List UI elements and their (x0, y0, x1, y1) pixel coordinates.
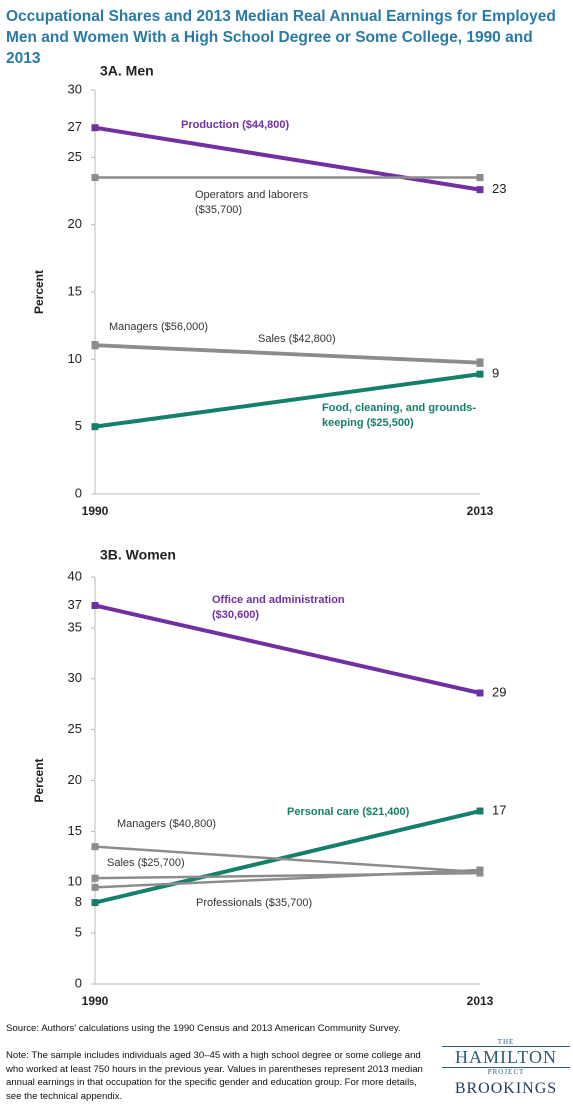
value-label: 27 (68, 119, 82, 134)
value-label: 17 (492, 802, 506, 817)
point-marker (91, 899, 99, 907)
series-line (94, 344, 481, 365)
y-tick-label: 25 (68, 149, 82, 164)
point-marker (476, 174, 484, 182)
y-tick-label: 0 (75, 485, 82, 500)
point-marker (476, 370, 484, 378)
point-marker (476, 689, 484, 697)
series-line (94, 125, 481, 192)
series-label: Managers ($40,800) (117, 818, 217, 830)
y-axis-label: Percent (32, 270, 46, 314)
series-line (94, 868, 481, 889)
series-line (94, 603, 481, 695)
source: Source: Authors' calculations using the … (6, 1023, 401, 1034)
y-tick-label: 30 (68, 670, 82, 685)
page-title: Occupational Shares and 2013 Median Real… (6, 8, 556, 67)
logo-org: BROOKINGS (454, 1080, 558, 1097)
x-tick-label: 2013 (467, 504, 494, 518)
logo-name: HAMILTON (442, 1046, 570, 1068)
series-label: Office and administration ($30,600) (212, 594, 345, 621)
series-line (94, 809, 481, 905)
point-marker (91, 601, 99, 609)
y-tick-label: 30 (68, 81, 82, 96)
y-tick-label: 15 (68, 283, 82, 298)
series-label: Sales ($42,800) (258, 333, 336, 345)
series-label: Professionals ($35,700) (196, 897, 313, 909)
y-tick-label: 40 (68, 568, 82, 583)
series-line (94, 343, 481, 364)
logo-top: THE (497, 1038, 515, 1046)
point-marker (91, 874, 99, 882)
point-marker (476, 359, 484, 367)
y-tick-label: 35 (68, 619, 82, 634)
y-tick-label: 20 (68, 772, 82, 787)
note: Note: The sample includes individuals ag… (6, 1050, 423, 1102)
y-tick-label: 10 (68, 874, 82, 889)
value-label: 29 (492, 684, 506, 699)
value-label: 23 (492, 181, 506, 196)
y-tick-label: 5 (75, 925, 82, 940)
value-label: 9 (492, 366, 499, 381)
series-line (94, 845, 481, 874)
point-marker (91, 342, 99, 350)
series-line (94, 372, 481, 429)
point-marker (476, 186, 484, 194)
y-tick-label: 20 (68, 216, 82, 231)
point-marker (91, 423, 99, 431)
x-tick-label: 2013 (467, 994, 494, 1008)
y-tick-label: 25 (68, 721, 82, 736)
series-label: Production ($44,800) (181, 119, 290, 131)
point-marker (91, 174, 99, 182)
value-label: 37 (68, 597, 82, 612)
logo: THE HAMILTON PROJECT BROOKINGS (442, 1038, 570, 1098)
point-marker (476, 866, 484, 874)
point-marker (91, 124, 99, 132)
x-tick-label: 1990 (82, 994, 109, 1008)
x-tick-label: 1990 (82, 504, 109, 518)
y-tick-label: 15 (68, 823, 82, 838)
panel-title: 3B. Women (100, 547, 176, 563)
y-tick-label: 10 (68, 351, 82, 366)
panel-title: 3A. Men (100, 63, 154, 79)
value-label: 8 (75, 894, 82, 909)
series-label: Sales ($25,700) (107, 857, 185, 869)
y-axis-label: Percent (32, 758, 46, 802)
point-marker (91, 843, 99, 851)
logo-bottom: PROJECT (487, 1068, 525, 1076)
series-label: Managers ($56,000) (109, 321, 209, 333)
series-label: Food, cleaning, and grounds-keeping ($25… (322, 402, 476, 429)
y-tick-label: 5 (75, 418, 82, 433)
point-marker (476, 807, 484, 815)
y-tick-label: 0 (75, 975, 82, 990)
point-marker (91, 883, 99, 891)
series-label: Personal care ($21,400) (287, 806, 410, 818)
series-label: Operators and laborers ($35,700) (195, 189, 309, 216)
